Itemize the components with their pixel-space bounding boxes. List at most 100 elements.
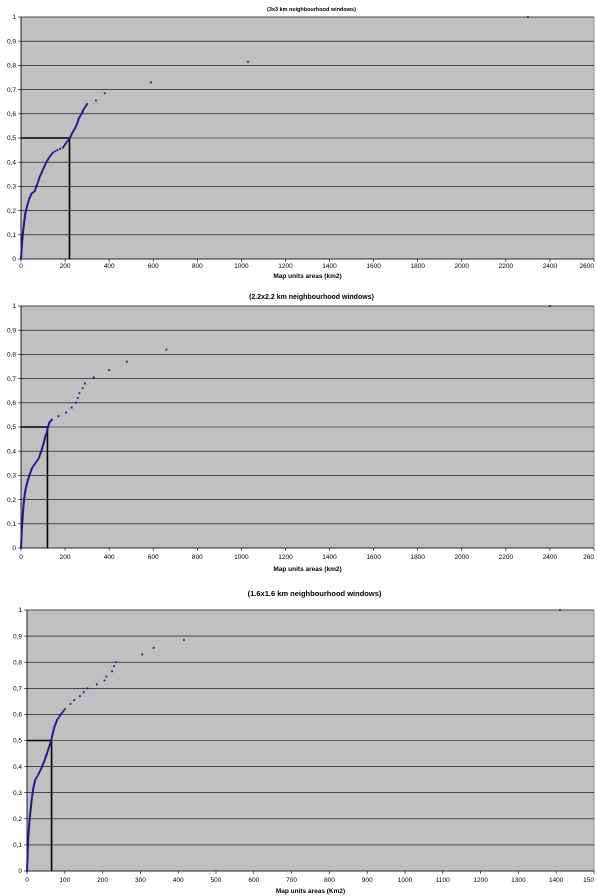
x-tick-label: 2400	[543, 554, 558, 561]
chart-3: 0 0,1 0,2 0,3 0,4 0,5 0,6 0,7 0,8 0,9 1 0 100 200 300 4…	[13, 589, 595, 895]
y-tick-label: 0	[12, 256, 16, 263]
data-point	[95, 99, 97, 102]
y-tick-label: 0,2	[7, 497, 16, 504]
y-tick-label: 0	[12, 545, 16, 552]
data-point	[34, 462, 37, 465]
data-point	[57, 716, 60, 719]
data-point	[114, 661, 117, 664]
x-tick-label: 1100	[436, 877, 450, 884]
data-point	[526, 16, 529, 18]
data-point	[61, 146, 64, 149]
x-tick-label: 2200	[499, 554, 514, 561]
x-tick-label: 2000	[455, 554, 470, 561]
data-point	[113, 665, 115, 668]
y-tick-label: 0,8	[13, 659, 22, 666]
x-tick-label: 800	[192, 263, 203, 270]
x-axis-label: Map units areas (km2)	[273, 273, 341, 280]
x-tick-label: 600	[148, 263, 159, 270]
data-point	[36, 458, 39, 462]
x-tick-label: 1000	[234, 263, 249, 270]
data-point	[92, 376, 95, 379]
data-point	[82, 691, 85, 694]
x-tick-label: 2200	[499, 263, 514, 270]
data-point	[247, 60, 249, 63]
data-point	[50, 153, 53, 156]
data-point	[46, 159, 49, 162]
x-tick-label: 900	[362, 877, 373, 884]
x-tick-label: 1200	[278, 554, 293, 561]
x-tick-label: 1300	[511, 877, 526, 884]
y-tick-label: 0,9	[13, 633, 22, 640]
data-point	[59, 713, 63, 716]
data-point	[32, 191, 35, 194]
data-point	[86, 687, 89, 690]
x-tick-label: 400	[104, 263, 115, 270]
data-point	[61, 711, 64, 714]
x-tick-label: 1000	[398, 877, 413, 884]
y-tick-label: 1	[12, 303, 16, 310]
data-point	[82, 107, 85, 111]
data-point	[63, 143, 67, 146]
x-tick-label: 0	[25, 877, 29, 884]
data-point	[49, 154, 52, 157]
data-point	[549, 305, 551, 307]
x-tick-label: 800	[324, 877, 335, 884]
data-point	[47, 157, 50, 161]
x-axis-label: Map units areas (km2)	[273, 566, 341, 573]
x-tick-label: 200	[60, 263, 71, 270]
x-tick-label: 1800	[410, 554, 425, 561]
x-tick-label: 1400	[322, 263, 337, 270]
chart-title: (2.2x2.2 km neighbourhood windows)	[249, 294, 374, 301]
x-tick-label: 400	[104, 554, 115, 561]
data-point	[71, 132, 74, 135]
data-point	[125, 360, 128, 363]
x-tick-label: 1200	[473, 877, 488, 884]
x-tick-label: 0	[19, 263, 23, 270]
y-tick-label: 0,7	[13, 686, 22, 693]
data-point	[65, 141, 68, 144]
data-point	[165, 348, 168, 351]
data-point	[36, 775, 39, 778]
y-tick-label: 0,3	[13, 790, 22, 797]
data-point	[111, 670, 113, 673]
y-tick-label: 0,6	[7, 111, 16, 118]
data-point	[45, 161, 48, 164]
y-tick-label: 0,1	[7, 232, 16, 239]
data-point	[84, 104, 88, 107]
data-point	[63, 708, 66, 711]
data-point	[65, 411, 68, 414]
data-point	[86, 103, 89, 106]
x-tick-label: 1200	[278, 263, 293, 270]
x-tick-label: 200	[60, 554, 71, 561]
y-tick-label: 0,8	[7, 63, 16, 70]
data-point	[69, 703, 72, 705]
data-point	[54, 150, 57, 153]
y-tick-label: 0,4	[7, 159, 16, 166]
x-tick-label: 600	[148, 554, 159, 561]
y-tick-label: 1	[12, 14, 16, 21]
data-point	[108, 369, 111, 372]
data-point	[62, 144, 66, 148]
y-tick-label: 0,5	[13, 738, 22, 745]
data-point	[35, 776, 38, 780]
x-tick-label: 400	[173, 877, 184, 884]
y-tick-label: 0,5	[7, 424, 16, 431]
x-tick-label: 200	[97, 877, 108, 884]
data-point	[81, 387, 84, 390]
data-point	[71, 130, 75, 133]
x-tick-label: 700	[286, 877, 297, 884]
x-tick-label: 1600	[366, 263, 381, 270]
x-tick-label: 0	[19, 554, 23, 561]
y-tick-label: 0,9	[7, 38, 16, 45]
data-point	[152, 646, 155, 649]
data-point	[58, 715, 61, 718]
y-tick-label: 0,5	[7, 135, 16, 142]
data-point	[32, 465, 35, 468]
chart-2: 0 0,1 0,2 0,3 0,4 0,5 0,6 0,7 0,8 0,9 1 0 200 400 600 8…	[7, 294, 595, 573]
y-tick-label: 0,4	[7, 448, 16, 455]
x-tick-label: 1600	[366, 554, 381, 561]
x-tick-label: 1400	[322, 554, 337, 561]
data-point	[83, 106, 87, 109]
